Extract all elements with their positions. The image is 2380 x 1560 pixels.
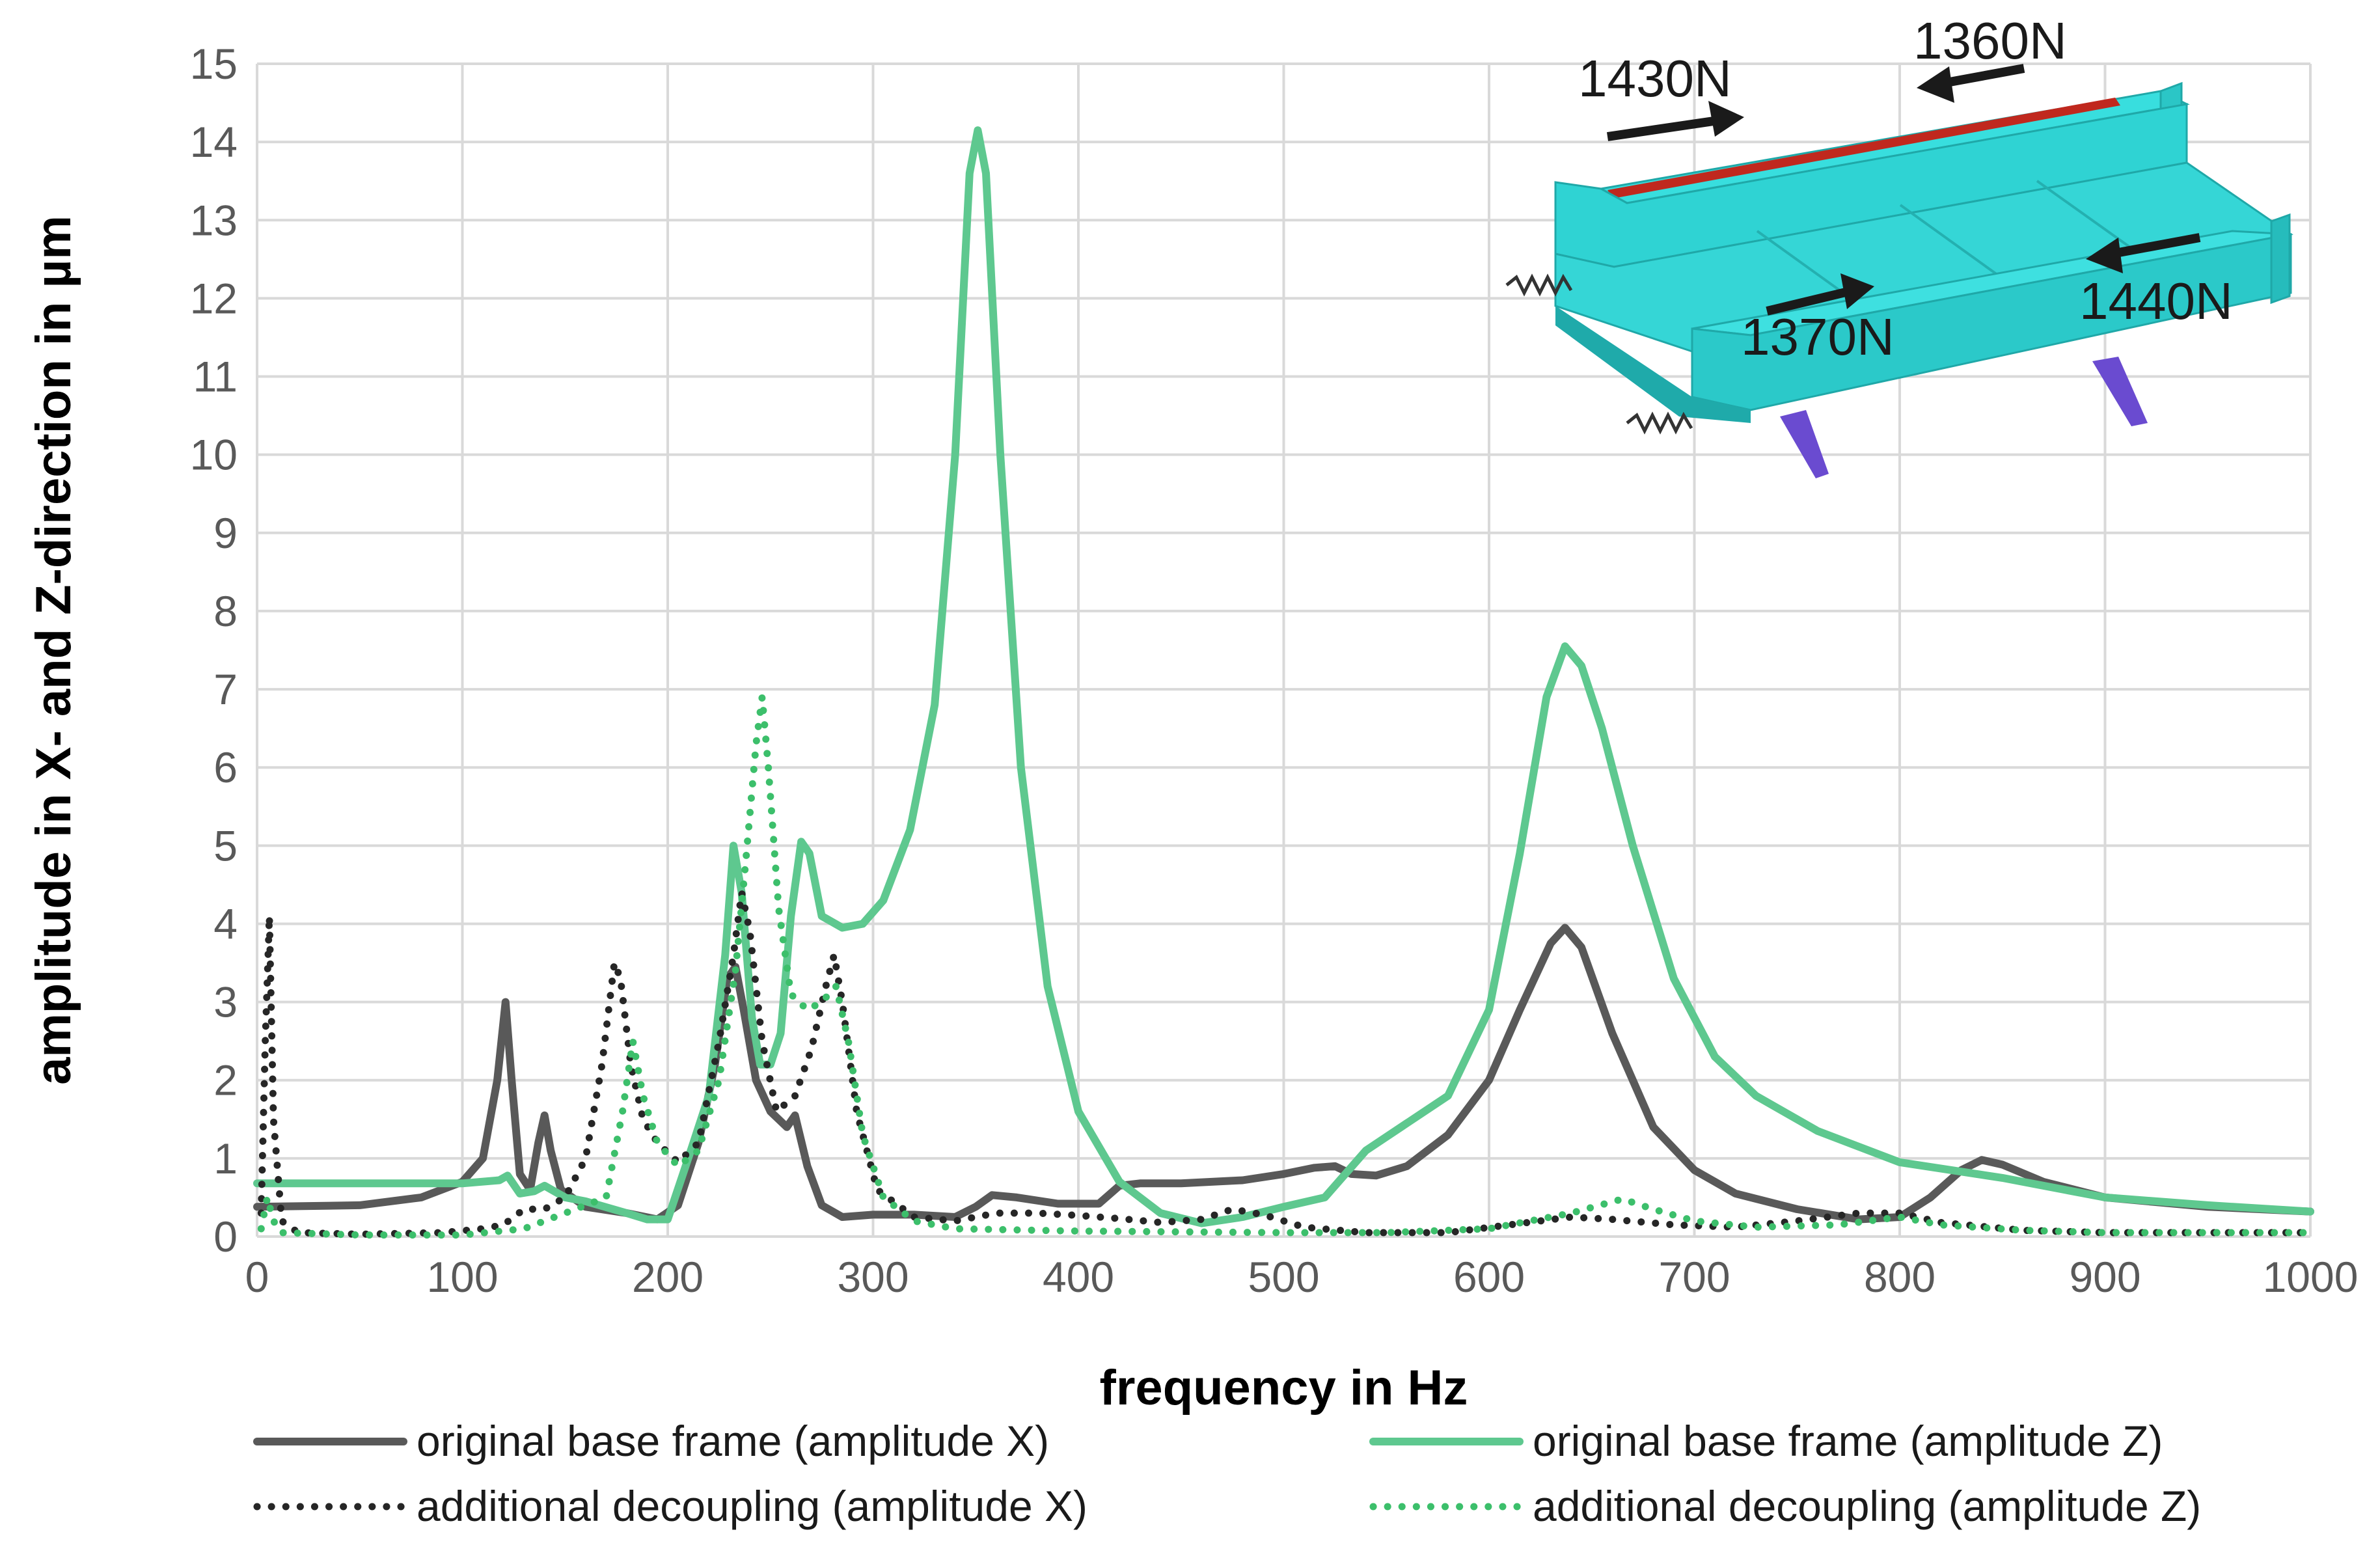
- x-tick-label: 200: [632, 1253, 704, 1301]
- force-arrow-1430n-head: [1708, 101, 1744, 137]
- x-tick-label: 300: [837, 1253, 909, 1301]
- x-tick-label: 400: [1043, 1253, 1114, 1301]
- y-tick-label: 3: [213, 978, 238, 1026]
- spring-front-icon: [1626, 411, 1693, 435]
- y-tick-label: 0: [213, 1212, 238, 1261]
- y-tick-label: 9: [213, 509, 238, 557]
- y-tick-label: 14: [190, 118, 238, 166]
- base-bottom-face: [1555, 306, 1751, 423]
- y-tick-label: 12: [190, 274, 238, 322]
- spring-rear-icon: [1505, 273, 1573, 297]
- machine-base-frame-fe-model-icon: 1430N 1360N 1370N 1440N: [1505, 12, 2293, 478]
- force-arrow-1370n-head: [1840, 273, 1874, 309]
- series-line-1: [253, 924, 2314, 1224]
- front-end-block: [2270, 213, 2291, 305]
- x-tick-label: 0: [245, 1253, 269, 1301]
- force-label-1370n: 1370N: [1741, 308, 1894, 366]
- x-tick-label: 500: [1248, 1253, 1319, 1301]
- force-arrow-1430n: [1606, 116, 1719, 141]
- x-tick-label: 900: [2069, 1253, 2141, 1301]
- force-label-1360n: 1360N: [1913, 12, 2067, 70]
- force-label-1440n: 1440N: [2079, 272, 2233, 330]
- legend-label-1: original base frame (amplitude X): [417, 1417, 1049, 1465]
- force-arrow-1360n: [1941, 64, 2025, 88]
- x-tick-label: 800: [1864, 1253, 1935, 1301]
- series-lines: [253, 126, 2314, 1239]
- force-arrow-1370n: [1766, 287, 1850, 316]
- x-tick-label: 100: [426, 1253, 498, 1301]
- y-tick-label: 2: [213, 1056, 238, 1104]
- x-axis-title: frequency in Hz: [1100, 1360, 1468, 1416]
- platform-rib-2: [1899, 204, 2006, 281]
- x-tick-label: 600: [1453, 1253, 1525, 1301]
- force-arrow-1440n-head: [2086, 238, 2123, 273]
- legend-label-4: additional decoupling (amplitude Z): [1533, 1482, 2201, 1530]
- y-tick-label: 7: [213, 665, 238, 713]
- y-axis-title: amplitude in X- and Z-direction in µm: [26, 215, 81, 1085]
- y-tick-label: 1: [213, 1134, 238, 1183]
- y-tick-label: 11: [193, 353, 238, 401]
- y-tick-label: 8: [213, 587, 238, 635]
- support-leg-right: [2092, 357, 2148, 426]
- rear-rail-red-strip: [1607, 98, 2120, 198]
- y-tick-label: 15: [190, 40, 238, 88]
- x-tick-label: 700: [1658, 1253, 1730, 1301]
- y-tick-label: 4: [213, 899, 238, 948]
- y-tick-label: 13: [190, 196, 238, 244]
- legend-label-2: original base frame (amplitude Z): [1533, 1417, 2163, 1465]
- series-line-2: [253, 126, 2314, 1227]
- support-leg-left: [1780, 410, 1829, 478]
- legend-label-3: additional decoupling (amplitude X): [417, 1482, 1087, 1530]
- series-line-3: [257, 888, 2314, 1238]
- y-tick-label: 10: [190, 431, 238, 479]
- y-tick-label: 6: [213, 743, 238, 791]
- x-tick-label: 1000: [2263, 1253, 2359, 1301]
- force-arrow-1360n-head: [1917, 66, 1954, 103]
- legend: original base frame (amplitude X) origina…: [253, 1417, 2201, 1530]
- platform-rib-3: [2036, 180, 2142, 256]
- series-line-4: [257, 693, 2314, 1239]
- force-label-1430n: 1430N: [1578, 49, 1732, 107]
- force-arrow-1440n: [2111, 233, 2201, 258]
- y-tick-label: 5: [213, 821, 238, 869]
